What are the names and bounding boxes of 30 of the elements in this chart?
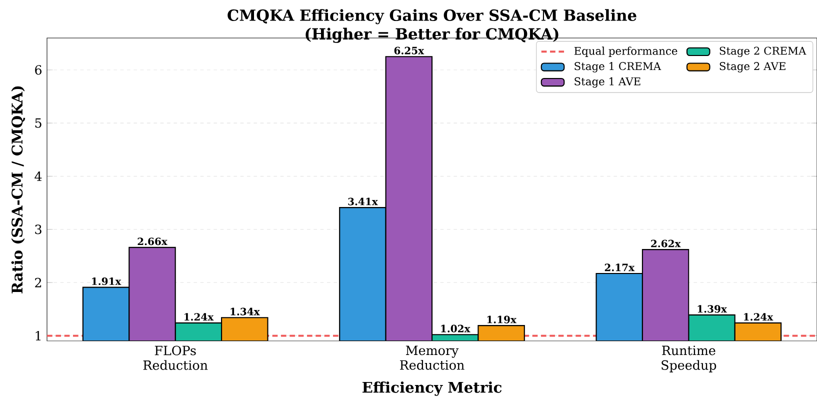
legend-label: Stage 2 CREMA xyxy=(720,46,806,58)
legend-label: Stage 1 CREMA xyxy=(574,62,662,72)
y-axis-title: Ratio (SSA-CM / CMQKA) xyxy=(11,86,26,294)
data-label: 1.34x xyxy=(230,308,260,316)
legend-label: Stage 2 AVE xyxy=(720,62,786,72)
data-label: 1.39x xyxy=(698,305,727,313)
legend-label: Equal performance xyxy=(574,46,678,57)
y-tick-label: 4 xyxy=(34,172,42,181)
y-tick-label: 6 xyxy=(35,65,42,75)
chart-title: CMQKA Efficiency Gains Over SSA-CM Baseline xyxy=(228,9,636,24)
chart-subtitle: (Higher = Better for CMQKA) xyxy=(306,28,558,43)
x-tick-label: Memory Reduction xyxy=(400,346,464,370)
y-tick-label: 3 xyxy=(35,224,42,234)
data-label: 1.19x xyxy=(487,316,517,324)
y-tick-label: 5 xyxy=(35,118,42,128)
y-tick-label: 2 xyxy=(35,278,42,288)
data-label: 6.25x xyxy=(394,46,424,54)
data-label: 1.02x xyxy=(441,324,470,332)
x-tick-label: FLOPs Reduction xyxy=(143,346,208,370)
data-label: 2.62x xyxy=(651,240,681,248)
x-axis-title: Efficiency Metric xyxy=(362,381,502,396)
x-tick-label: Runtime Speedup xyxy=(662,346,716,372)
data-label: 2.17x xyxy=(604,264,635,272)
legend-label: Stage 1 AVE xyxy=(574,77,640,88)
data-label: 1.91x xyxy=(92,277,122,286)
data-label: 1.24x xyxy=(744,313,774,321)
data-label: 1.24x xyxy=(184,313,214,321)
y-tick-label: 1 xyxy=(36,330,40,340)
data-label: 2.66x xyxy=(138,238,168,246)
data-label: 3.41x xyxy=(348,198,378,206)
